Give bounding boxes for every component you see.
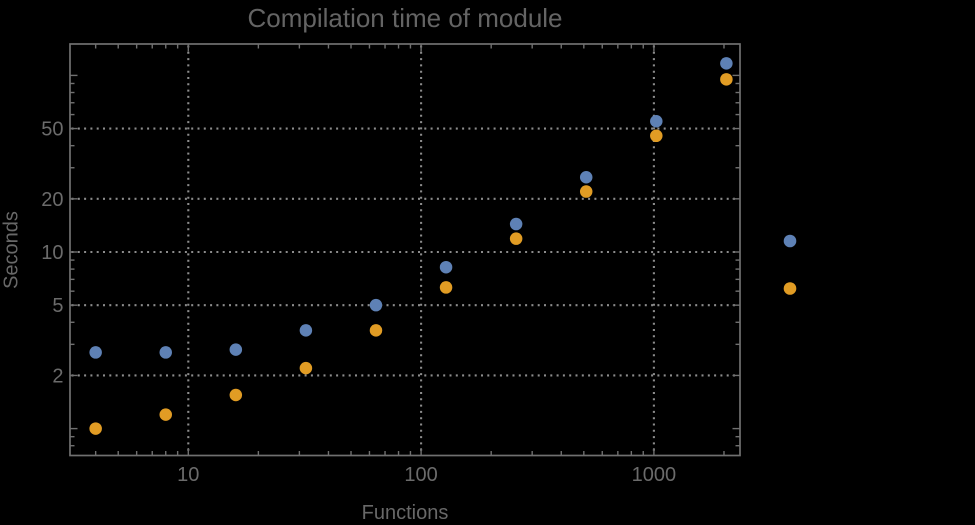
legend-marker-orange — [783, 282, 797, 295]
data-point-series-2-orange — [299, 361, 313, 375]
y-axis-title: Seconds — [0, 211, 23, 289]
data-point-series-2-orange — [89, 422, 102, 435]
data-point-series-2-orange — [509, 232, 523, 245]
x-tick-label: 100 — [404, 464, 437, 486]
x-tick-label: 1000 — [632, 464, 677, 486]
data-point-series-1-blue — [439, 260, 453, 274]
y-tick-label: 50 — [41, 119, 63, 141]
data-point-series-1-blue — [509, 217, 523, 231]
data-point-series-1-blue — [720, 57, 733, 70]
data-point-series-2-orange — [579, 185, 593, 198]
data-point-series-2-orange — [229, 388, 243, 402]
y-tick-label: 10 — [41, 242, 63, 264]
data-point-series-2-orange — [369, 324, 383, 337]
data-point-series-1-blue — [299, 324, 313, 337]
y-tick-label: 20 — [41, 189, 63, 211]
data-point-series-1-blue — [229, 343, 243, 356]
data-point-series-1-blue — [369, 298, 383, 312]
data-point-series-2-orange — [439, 281, 453, 294]
data-point-series-2-orange — [159, 408, 172, 421]
data-point-series-1-blue — [579, 171, 593, 184]
x-axis-title: Functions — [361, 502, 449, 524]
plot-frame — [69, 43, 741, 457]
legend-marker-blue — [783, 234, 797, 248]
data-point-series-2-orange — [720, 73, 733, 86]
chart-title: Compilation time of module — [247, 3, 563, 33]
x-tick-label: 10 — [177, 464, 199, 486]
data-point-series-1-blue — [89, 346, 102, 359]
data-point-series-1-blue — [650, 115, 663, 128]
data-point-series-1-blue — [159, 346, 172, 359]
y-tick-label: 2 — [52, 365, 63, 387]
data-point-series-2-orange — [650, 129, 663, 143]
y-tick-label: 5 — [52, 295, 63, 317]
